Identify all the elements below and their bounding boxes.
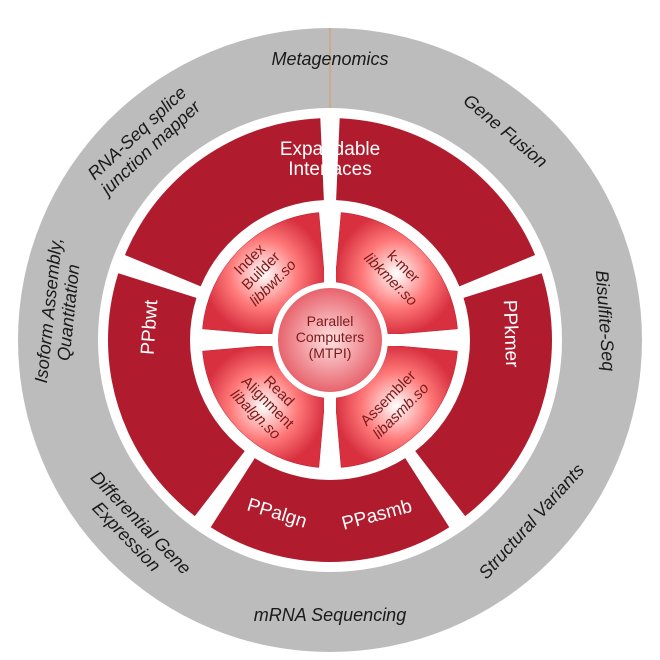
ring-label: PPkmer (499, 300, 522, 369)
outer-label: mRNA Sequencing (254, 605, 406, 625)
ring-label: Expandable (280, 139, 380, 160)
core-label-line: Parallel (307, 313, 354, 329)
core-label-line: (MTPI) (309, 345, 352, 361)
ring-label: PPbwt (138, 299, 163, 356)
ring-label: Interfaces (288, 159, 371, 180)
core-label-line: Computers (296, 329, 364, 345)
outer-label: Metagenomics (271, 49, 388, 69)
